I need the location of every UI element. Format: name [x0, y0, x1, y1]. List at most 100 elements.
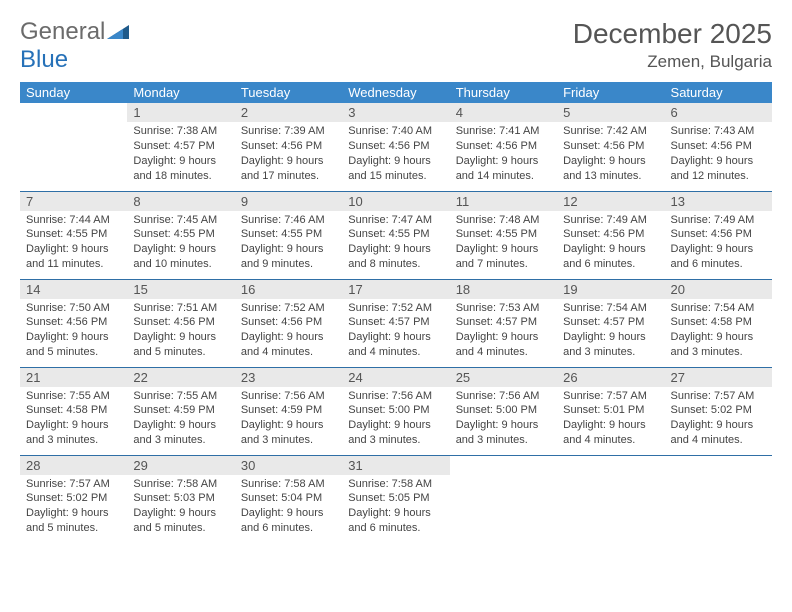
- sunset-line: Sunset: 5:02 PM: [26, 492, 107, 504]
- daylight-line: Daylight: 9 hours and 5 minutes.: [133, 331, 216, 358]
- sunrise-line: Sunrise: 7:57 AM: [563, 390, 647, 402]
- day-details: Sunrise: 7:51 AMSunset: 4:56 PMDaylight:…: [127, 299, 234, 364]
- sunset-line: Sunset: 4:55 PM: [348, 228, 429, 240]
- day-number: 1: [127, 103, 234, 122]
- empty-day: [557, 456, 664, 475]
- sunset-line: Sunset: 5:05 PM: [348, 492, 429, 504]
- sunset-line: Sunset: 4:57 PM: [133, 140, 214, 152]
- daylight-line: Daylight: 9 hours and 5 minutes.: [26, 507, 109, 534]
- weekday-header: Wednesday: [342, 82, 449, 103]
- sunset-line: Sunset: 5:00 PM: [456, 404, 537, 416]
- daylight-line: Daylight: 9 hours and 8 minutes.: [348, 243, 431, 270]
- sunrise-line: Sunrise: 7:49 AM: [563, 214, 647, 226]
- calendar-day-cell: 26Sunrise: 7:57 AMSunset: 5:01 PMDayligh…: [557, 367, 664, 455]
- calendar-day-cell: 13Sunrise: 7:49 AMSunset: 4:56 PMDayligh…: [665, 191, 772, 279]
- calendar-day-cell: 31 Sunrise: 7:58 AM Sunset: 5:05 PM Dayligh…: [342, 455, 449, 543]
- day-number: 9: [235, 192, 342, 211]
- sunset-line: Sunset: 4:58 PM: [26, 404, 107, 416]
- sunset-line: Sunset: 4:55 PM: [241, 228, 322, 240]
- daylight-line: Daylight: 9 hours and 4 minutes.: [241, 331, 324, 358]
- day-number: 14: [20, 280, 127, 299]
- sunrise-line: Sunrise: 7:56 AM: [241, 390, 325, 402]
- day-number: 15: [127, 280, 234, 299]
- calendar-day-cell: 3Sunrise: 7:40 AMSunset: 4:56 PMDaylight…: [342, 103, 449, 191]
- daylight-line: Daylight: 9 hours and 6 minutes.: [348, 507, 431, 534]
- sunrise-line: Sunrise: 7:54 AM: [671, 302, 755, 314]
- day-number: 23: [235, 368, 342, 387]
- day-number: 28: [20, 456, 127, 475]
- day-details: Sunrise: 7:41 AMSunset: 4:56 PMDaylight:…: [450, 122, 557, 187]
- day-number: 19: [557, 280, 664, 299]
- sunrise-line: Sunrise: 7:52 AM: [241, 302, 325, 314]
- day-number: 17: [342, 280, 449, 299]
- calendar-day-cell: 6Sunrise: 7:43 AMSunset: 4:56 PMDaylight…: [665, 103, 772, 191]
- sunset-line: Sunset: 5:02 PM: [671, 404, 752, 416]
- calendar-day-cell: 28Sunrise: 7:57 AMSunset: 5:02 PMDayligh…: [20, 455, 127, 543]
- calendar-day-cell: 30Sunrise: 7:58 AMSunset: 5:04 PMDayligh…: [235, 455, 342, 543]
- day-number: 2: [235, 103, 342, 122]
- daylight-line: Daylight: 9 hours and 4 minutes.: [456, 331, 539, 358]
- sunrise-line: Sunrise: 7:50 AM: [26, 302, 110, 314]
- day-number: 24: [342, 368, 449, 387]
- calendar-body: 1Sunrise: 7:38 AMSunset: 4:57 PMDaylight…: [20, 103, 772, 543]
- day-number: 7: [20, 192, 127, 211]
- sunrise-line: Sunrise: 7:43 AM: [671, 125, 755, 137]
- day-details: Sunrise: 7:42 AMSunset: 4:56 PMDaylight:…: [557, 122, 664, 187]
- sunrise-line: Sunrise: 7:45 AM: [133, 214, 217, 226]
- day-number: 31: [342, 456, 449, 475]
- day-details: Sunrise: 7:58 AMSunset: 5:03 PMDaylight:…: [127, 475, 234, 540]
- sunrise-line: Sunrise: 7:58 AM: [348, 478, 432, 490]
- day-number: 30: [235, 456, 342, 475]
- day-details: Sunrise: 7:45 AMSunset: 4:55 PMDaylight:…: [127, 211, 234, 276]
- location-label: Zemen, Bulgaria: [573, 52, 772, 72]
- day-details: Sunrise: 7:55 AMSunset: 4:59 PMDaylight:…: [127, 387, 234, 452]
- sunrise-line: Sunrise: 7:58 AM: [133, 478, 217, 490]
- day-details: Sunrise: 7:56 AMSunset: 4:59 PMDaylight:…: [235, 387, 342, 452]
- daylight-line: Daylight: 9 hours and 4 minutes.: [563, 419, 646, 446]
- weekday-header: Monday: [127, 82, 234, 103]
- calendar-day-cell: 12Sunrise: 7:49 AMSunset: 4:56 PMDayligh…: [557, 191, 664, 279]
- daylight-line: Daylight: 9 hours and 12 minutes.: [671, 155, 754, 182]
- brand-name: General Blue: [20, 18, 129, 74]
- day-details: Sunrise: 7:53 AMSunset: 4:57 PMDaylight:…: [450, 299, 557, 364]
- day-details: Sunrise: 7:52 AMSunset: 4:57 PMDaylight:…: [342, 299, 449, 364]
- calendar-week-row: 21Sunrise: 7:55 AMSunset: 4:58 PMDayligh…: [20, 367, 772, 455]
- day-details: Sunrise: 7:49 AMSunset: 4:56 PMDaylight:…: [557, 211, 664, 276]
- daylight-line: Daylight: 9 hours and 5 minutes.: [26, 331, 109, 358]
- daylight-line: Daylight: 9 hours and 3 minutes.: [133, 419, 216, 446]
- day-number: 12: [557, 192, 664, 211]
- day-details: Sunrise: 7:57 AMSunset: 5:02 PMDaylight:…: [20, 475, 127, 540]
- daylight-line: Daylight: 9 hours and 10 minutes.: [133, 243, 216, 270]
- day-number: 18: [450, 280, 557, 299]
- sunrise-line: Sunrise: 7:55 AM: [26, 390, 110, 402]
- day-number: 11: [450, 192, 557, 211]
- day-number: 20: [665, 280, 772, 299]
- calendar-table: Sunday Monday Tuesday Wednesday Thursday…: [20, 82, 772, 543]
- sunset-line: Sunset: 5:04 PM: [241, 492, 322, 504]
- weekday-header: Saturday: [665, 82, 772, 103]
- sunrise-line: Sunrise: 7:57 AM: [671, 390, 755, 402]
- daylight-line: Daylight: 9 hours and 6 minutes.: [241, 507, 324, 534]
- calendar-day-cell: 5Sunrise: 7:42 AMSunset: 4:56 PMDaylight…: [557, 103, 664, 191]
- sunrise-line: Sunrise: 7:55 AM: [133, 390, 217, 402]
- daylight-line: Daylight: 9 hours and 7 minutes.: [456, 243, 539, 270]
- calendar-day-cell: 27Sunrise: 7:57 AMSunset: 5:02 PMDayligh…: [665, 367, 772, 455]
- calendar-day-cell: 23Sunrise: 7:56 AMSunset: 4:59 PMDayligh…: [235, 367, 342, 455]
- sunset-line: Sunset: 4:55 PM: [456, 228, 537, 240]
- day-details: Sunrise: 7:48 AMSunset: 4:55 PMDaylight:…: [450, 211, 557, 276]
- daylight-line: Daylight: 9 hours and 15 minutes.: [348, 155, 431, 182]
- day-number: 16: [235, 280, 342, 299]
- calendar-day-cell: 22Sunrise: 7:55 AMSunset: 4:59 PMDayligh…: [127, 367, 234, 455]
- calendar-week-row: 7Sunrise: 7:44 AMSunset: 4:55 PMDaylight…: [20, 191, 772, 279]
- title-block: December 2025 Zemen, Bulgaria: [573, 18, 772, 72]
- weekday-header: Friday: [557, 82, 664, 103]
- sunset-line: Sunset: 4:56 PM: [671, 140, 752, 152]
- month-title: December 2025: [573, 18, 772, 50]
- sunrise-line: Sunrise: 7:49 AM: [671, 214, 755, 226]
- daylight-line: Daylight: 9 hours and 3 minutes.: [456, 419, 539, 446]
- empty-day: [665, 456, 772, 475]
- calendar-day-cell: 9Sunrise: 7:46 AMSunset: 4:55 PMDaylight…: [235, 191, 342, 279]
- daylight-line: Daylight: 9 hours and 3 minutes.: [348, 419, 431, 446]
- day-details: Sunrise: 7:40 AMSunset: 4:56 PMDaylight:…: [342, 122, 449, 187]
- logo-triangle-icon: [107, 18, 129, 46]
